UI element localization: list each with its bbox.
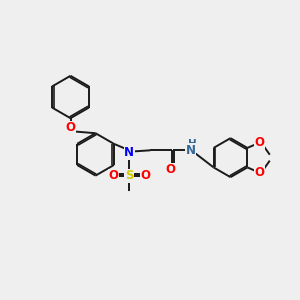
Text: O: O: [65, 121, 76, 134]
Text: O: O: [165, 163, 176, 176]
Text: N: N: [186, 144, 196, 157]
Text: H: H: [188, 139, 197, 149]
Text: O: O: [255, 166, 265, 179]
Text: N: N: [124, 146, 134, 159]
Text: O: O: [140, 169, 150, 182]
Text: O: O: [108, 169, 118, 182]
Text: O: O: [255, 136, 265, 149]
Text: S: S: [125, 169, 134, 182]
